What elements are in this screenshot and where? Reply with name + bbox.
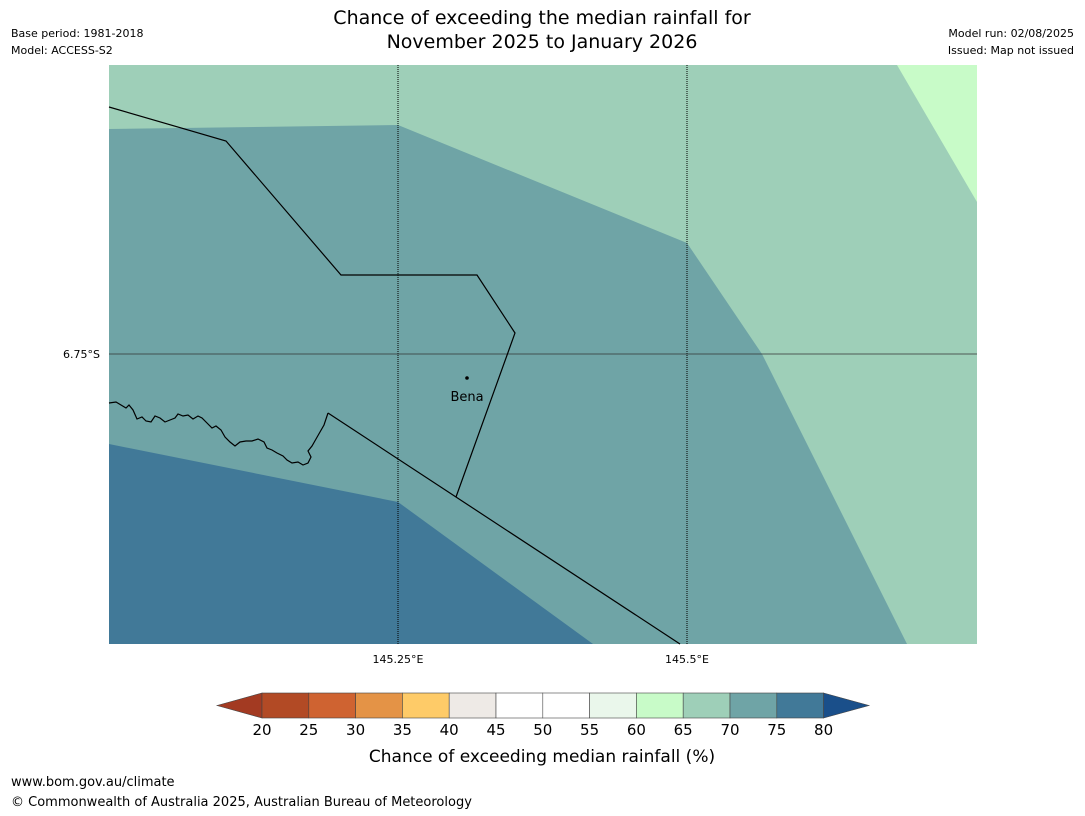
- legend-tick-label: 25: [299, 721, 318, 739]
- issued-text: Issued: Map not issued: [947, 44, 1074, 57]
- legend-swatch: [636, 692, 684, 719]
- legend-swatch: [495, 692, 544, 719]
- legend-swatch: [402, 692, 450, 719]
- legend-tick-label: 45: [486, 721, 505, 739]
- coastline: [108, 401, 329, 466]
- legend-swatches: [215, 692, 871, 719]
- legend-swatch: [682, 692, 731, 719]
- legend-tick-label: 55: [580, 721, 599, 739]
- gridlines: [109, 65, 977, 644]
- legend-swatch: [261, 692, 310, 719]
- title-line-1: Chance of exceeding the median rainfall …: [333, 7, 751, 29]
- base-period-text: Base period: 1981-2018: [11, 27, 144, 40]
- latitude-label: 6.75°S: [63, 348, 100, 361]
- legend-swatch: [729, 692, 778, 719]
- boundary-line: [327, 412, 681, 645]
- legend-tick-label: 30: [346, 721, 365, 739]
- legend-tick-label: 35: [393, 721, 412, 739]
- legend-extend-high: [823, 692, 871, 719]
- longitude-label: 145.25°E: [373, 653, 424, 666]
- legend-swatch: [542, 692, 590, 719]
- legend-swatch: [589, 692, 637, 719]
- place-marker: [465, 376, 469, 380]
- boundary-line: [108, 106, 516, 498]
- legend-tick-label: 80: [814, 721, 833, 739]
- model-run-text: Model run: 02/08/2025: [948, 27, 1074, 40]
- legend-swatch: [308, 692, 356, 719]
- header-meta-right: Model run: 02/08/2025 Issued: Map not is…: [948, 25, 1074, 59]
- rainfall-map: Bena 6.75°S 145.25°E 145.5°E: [63, 65, 977, 666]
- legend-extend-low: [215, 692, 263, 719]
- legend-tick-label: 65: [674, 721, 693, 739]
- legend-tick-label: 50: [533, 721, 552, 739]
- legend-tick-labels: 20 25 30 35 40 45 50 55 60 65 70 75 80: [252, 721, 833, 739]
- title-line-2: November 2025 to January 2026: [386, 31, 698, 53]
- region-75-80: [109, 444, 593, 644]
- legend-tick-label: 60: [627, 721, 646, 739]
- place-label: Bena: [450, 390, 483, 405]
- model-text: Model: ACCESS-S2: [11, 44, 113, 57]
- map-title: Chance of exceeding the median rainfall …: [242, 6, 842, 54]
- legend-title: Chance of exceeding median rainfall (%): [369, 747, 715, 767]
- region-60-65: [897, 65, 977, 202]
- legend-swatch: [448, 692, 497, 719]
- legend-tick-label: 75: [767, 721, 786, 739]
- footer-copyright: © Commonwealth of Australia 2025, Austra…: [11, 795, 472, 810]
- longitude-label: 145.5°E: [665, 653, 709, 666]
- legend-tick-label: 70: [720, 721, 739, 739]
- legend-tick-label: 40: [440, 721, 459, 739]
- district-boundaries: [108, 106, 681, 645]
- header-meta-left: Base period: 1981-2018 Model: ACCESS-S2: [11, 25, 143, 59]
- legend-swatch: [776, 692, 824, 719]
- legend-swatch: [355, 692, 403, 719]
- footer-url: www.bom.gov.au/climate: [11, 775, 175, 790]
- legend-tick-label: 20: [252, 721, 271, 739]
